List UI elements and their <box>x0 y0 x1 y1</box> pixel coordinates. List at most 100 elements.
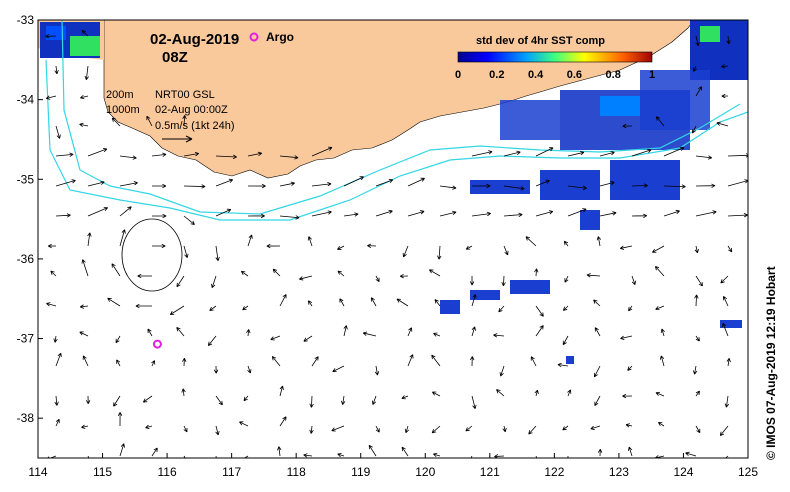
current-arrow <box>599 151 615 157</box>
argo-float-marker[interactable] <box>152 339 162 349</box>
x-tick-label: 115 <box>93 465 112 479</box>
current-arrow <box>87 232 92 247</box>
current-arrow <box>116 359 121 367</box>
current-arrow <box>213 365 219 374</box>
current-arrow <box>337 245 345 250</box>
current-arrow <box>593 365 601 378</box>
current-arrow <box>496 389 505 397</box>
y-tick-label: -38 <box>17 411 35 425</box>
current-arrow <box>332 365 345 373</box>
current-arrow <box>726 35 731 45</box>
current-arrow <box>431 425 441 434</box>
current-arrow <box>493 333 505 338</box>
current-arrow <box>663 184 686 189</box>
current-arrow <box>695 390 700 397</box>
y-tick-label: -35 <box>17 172 35 186</box>
current-arrow <box>113 395 121 407</box>
x-tick-label: 122 <box>544 465 564 479</box>
current-arrow <box>692 65 697 72</box>
current-arrow <box>720 275 729 284</box>
current-arrow <box>498 305 505 313</box>
current-arrow <box>311 356 319 367</box>
current-arrow <box>247 213 265 219</box>
current-arrow <box>309 395 314 408</box>
credit-text: © IMOS 07-Aug-2019 12:19 Hobart <box>764 266 778 460</box>
current-arrow <box>247 151 263 157</box>
x-tick-label: 121 <box>480 465 500 479</box>
current-arrow <box>503 245 509 256</box>
colorbar-tick-label: 0.4 <box>528 69 544 81</box>
current-arrow <box>79 331 89 337</box>
current-arrow <box>685 451 697 457</box>
current-arrow <box>55 352 62 367</box>
colorbar-tick-label: 0 <box>455 69 461 81</box>
current-arrow <box>437 245 442 260</box>
current-arrow <box>54 395 59 406</box>
current-arrow <box>525 236 537 247</box>
current-arrow <box>631 213 648 219</box>
current-arrow <box>240 455 249 458</box>
current-arrow <box>277 446 282 457</box>
eddy-circulation <box>121 218 183 292</box>
current-arrow <box>146 115 153 127</box>
current-arrow <box>401 446 409 457</box>
current-arrow <box>593 299 601 307</box>
current-arrow <box>209 305 217 312</box>
current-arrow <box>625 423 633 428</box>
y-tick-label: -34 <box>17 93 35 107</box>
current-arrow <box>45 34 57 39</box>
current-arrow <box>375 209 393 217</box>
current-arrow <box>407 327 413 337</box>
current-arrow <box>119 155 137 160</box>
current-arrow <box>619 245 633 250</box>
current-arrow <box>471 294 477 307</box>
current-arrow <box>535 210 554 217</box>
current-arrow <box>169 305 185 316</box>
current-arrow <box>726 358 731 367</box>
current-arrow <box>183 215 195 226</box>
depth-1000-label: 1000m <box>106 104 140 116</box>
current-arrow <box>311 146 333 157</box>
current-arrow <box>182 115 187 127</box>
current-arrow <box>45 95 57 100</box>
current-arrow <box>599 211 617 217</box>
current-arrow <box>215 208 232 217</box>
current-arrow <box>631 183 648 188</box>
current-arrow <box>183 151 200 157</box>
current-arrow <box>183 184 206 189</box>
current-arrow <box>724 455 729 458</box>
current-arrow <box>331 425 345 432</box>
current-arrow <box>401 395 409 400</box>
current-arrow <box>631 275 636 285</box>
current-arrow <box>655 305 665 311</box>
current-arrow <box>663 146 685 157</box>
current-arrow <box>343 325 348 337</box>
colorbar-tick-label: 0.8 <box>606 69 621 81</box>
current-arrow <box>431 354 441 367</box>
current-arrow <box>181 388 186 397</box>
current-arrow <box>655 391 665 397</box>
current-arrow <box>341 395 346 405</box>
current-arrow <box>55 213 71 218</box>
colorbar-tick-label: 0.6 <box>567 69 582 81</box>
current-arrow <box>428 269 441 277</box>
current-arrow <box>654 265 665 277</box>
current-arrow <box>620 335 633 340</box>
current-arrow <box>375 275 380 282</box>
current-arrow <box>54 65 59 75</box>
current-arrow <box>375 425 380 433</box>
current-arrow <box>339 298 345 307</box>
argo-legend-icon <box>249 32 259 42</box>
colorbar-tick-label: 1 <box>649 69 655 81</box>
current-arrow <box>663 209 680 217</box>
current-arrow <box>562 335 569 346</box>
product-date-label: 02-Aug 00:00Z <box>155 104 228 116</box>
current-arrow <box>658 421 665 427</box>
current-arrow <box>597 448 603 457</box>
current-arrow <box>343 176 364 187</box>
current-arrow <box>82 355 89 367</box>
current-arrow <box>182 357 187 367</box>
current-arrow <box>81 29 89 37</box>
current-arrow <box>79 304 89 309</box>
current-arrow <box>368 444 377 457</box>
